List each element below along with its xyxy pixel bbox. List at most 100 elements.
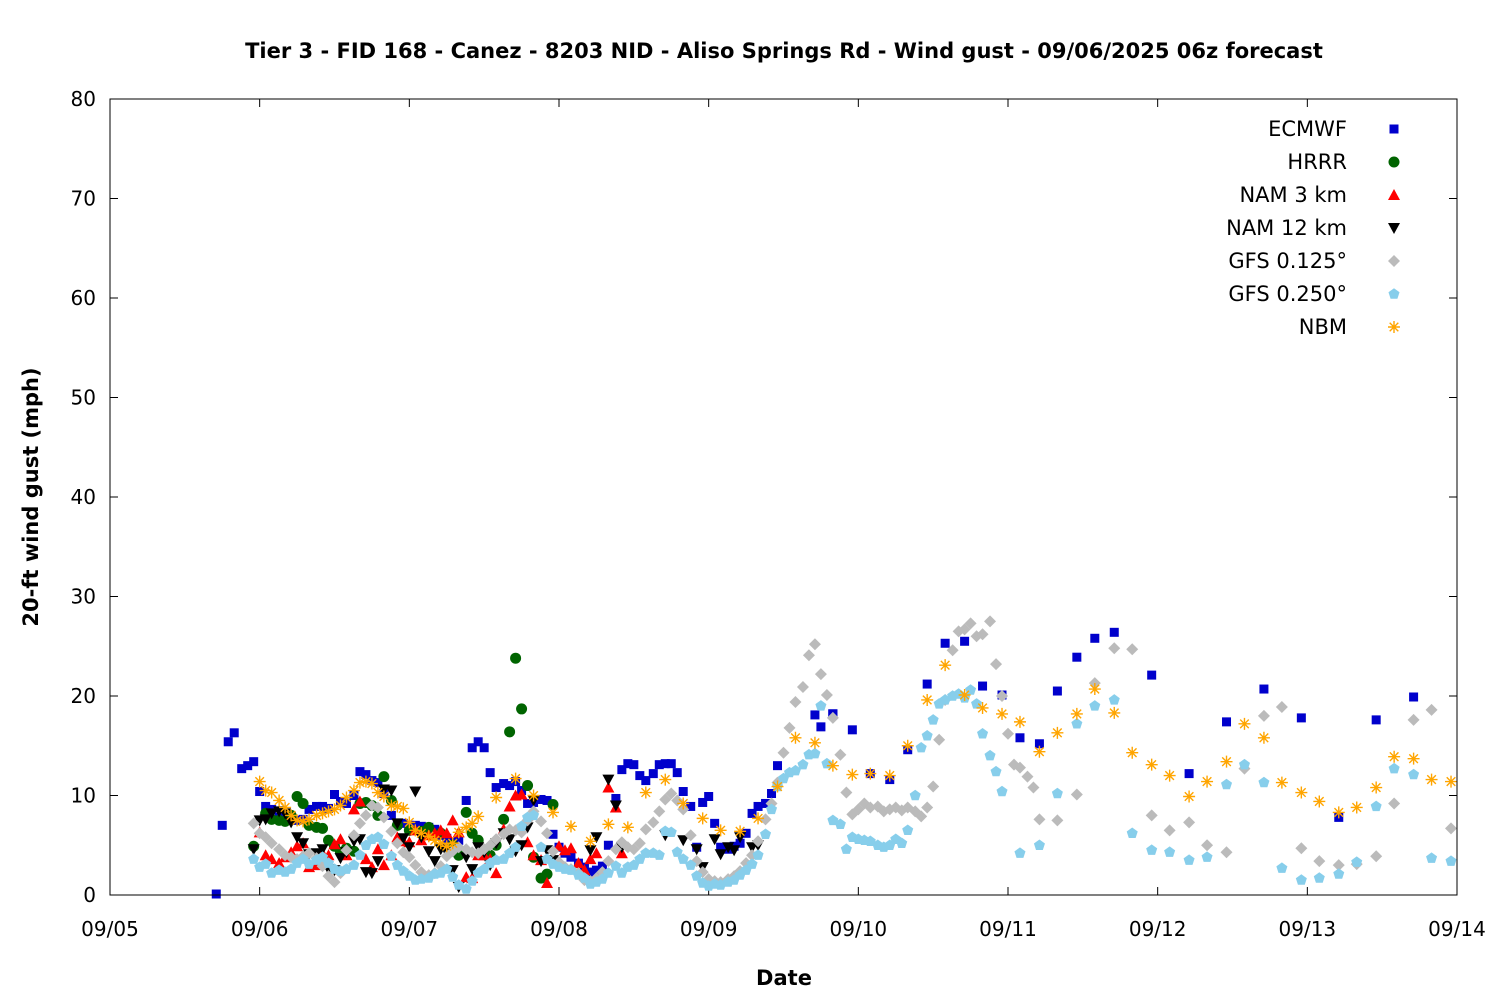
data-point	[403, 851, 416, 864]
data-point	[535, 815, 548, 828]
legend-marker	[1388, 223, 1400, 234]
data-point	[523, 798, 533, 808]
data-point	[1014, 847, 1026, 858]
data-point	[273, 857, 286, 869]
data-point	[648, 769, 658, 779]
data-point	[516, 820, 528, 832]
legend: ECMWF HRRR NAM 3 km NAM 12 km GFS 0.125° GFS …	[1226, 117, 1400, 339]
data-point	[548, 829, 558, 839]
data-point	[397, 833, 410, 845]
data-point	[229, 728, 239, 738]
data-point	[317, 851, 329, 862]
data-point	[466, 864, 479, 876]
data-point	[710, 818, 720, 828]
data-point	[883, 769, 896, 782]
data-point	[371, 843, 384, 855]
data-point	[639, 823, 652, 836]
x-tick-label: 09/12	[1129, 917, 1187, 941]
data-point	[602, 774, 615, 786]
legend-marker	[1388, 321, 1400, 333]
data-point	[696, 812, 709, 825]
data-point	[347, 784, 360, 797]
data-point	[789, 731, 802, 744]
data-point	[1183, 816, 1196, 829]
data-point	[1409, 692, 1419, 702]
data-point	[939, 659, 952, 672]
data-point	[1108, 706, 1121, 719]
data-point	[1220, 846, 1233, 859]
data-point	[547, 798, 559, 810]
data-point	[1164, 846, 1176, 857]
data-point	[933, 733, 946, 746]
data-point	[334, 853, 347, 865]
data-point	[371, 801, 384, 814]
data-point	[441, 863, 453, 874]
data-point	[746, 858, 758, 869]
data-point	[385, 825, 398, 838]
data-point	[1333, 868, 1345, 879]
data-point	[359, 775, 372, 788]
data-point	[490, 833, 503, 846]
data-point	[1163, 769, 1176, 782]
data-point	[391, 831, 404, 843]
data-point	[584, 845, 597, 857]
data-point	[428, 834, 441, 847]
data-point	[391, 859, 403, 870]
data-point	[641, 776, 651, 786]
data-point	[1126, 746, 1139, 759]
data-point	[1313, 872, 1325, 883]
data-point	[340, 791, 353, 804]
data-point	[1296, 713, 1306, 723]
data-point	[1445, 822, 1458, 835]
legend-label: GFS 0.125°	[1228, 249, 1347, 273]
data-point	[617, 765, 627, 775]
data-point	[659, 773, 672, 786]
data-point	[633, 837, 646, 850]
data-point	[328, 803, 341, 816]
data-point	[1070, 788, 1083, 801]
data-point	[428, 856, 441, 868]
y-tick-label: 30	[71, 585, 96, 609]
y-tick-label: 70	[71, 187, 96, 211]
data-point	[814, 668, 827, 681]
legend-label: HRRR	[1287, 150, 1347, 174]
data-point	[398, 818, 408, 828]
data-point	[303, 813, 316, 826]
data-point	[447, 871, 459, 882]
legend-item-gfs-0-250: GFS 0.250°	[1228, 282, 1400, 306]
data-point	[291, 840, 304, 852]
data-point	[753, 801, 763, 811]
data-point	[783, 721, 796, 734]
y-tick-label: 10	[71, 784, 96, 808]
data-point	[541, 877, 554, 889]
data-point	[1015, 733, 1025, 743]
data-point	[260, 858, 272, 869]
data-point	[359, 853, 372, 865]
y-axis-label: 20-ft wind gust (mph)	[19, 367, 43, 626]
legend-item-gfs-0-125: GFS 0.125°	[1228, 249, 1400, 273]
x-tick-label: 09/13	[1279, 917, 1337, 941]
data-point	[1201, 775, 1214, 788]
data-point	[259, 814, 272, 826]
data-point	[473, 737, 483, 747]
data-point	[921, 801, 934, 814]
data-point	[564, 820, 577, 833]
data-point	[1126, 643, 1139, 656]
data-point	[722, 842, 735, 854]
data-point	[498, 813, 510, 825]
data-point	[566, 852, 576, 862]
data-point	[503, 800, 516, 812]
data-point	[334, 833, 347, 845]
data-point	[354, 849, 366, 860]
data-point	[409, 824, 422, 837]
legend-item-nbm: NBM	[1299, 315, 1400, 339]
data-point	[927, 714, 939, 725]
data-point	[385, 799, 398, 812]
data-point	[1275, 700, 1288, 713]
data-point	[777, 746, 790, 759]
data-point	[909, 789, 921, 801]
data-point	[510, 652, 522, 664]
data-point	[996, 707, 1009, 720]
data-point	[810, 710, 820, 720]
data-point	[1051, 726, 1064, 739]
